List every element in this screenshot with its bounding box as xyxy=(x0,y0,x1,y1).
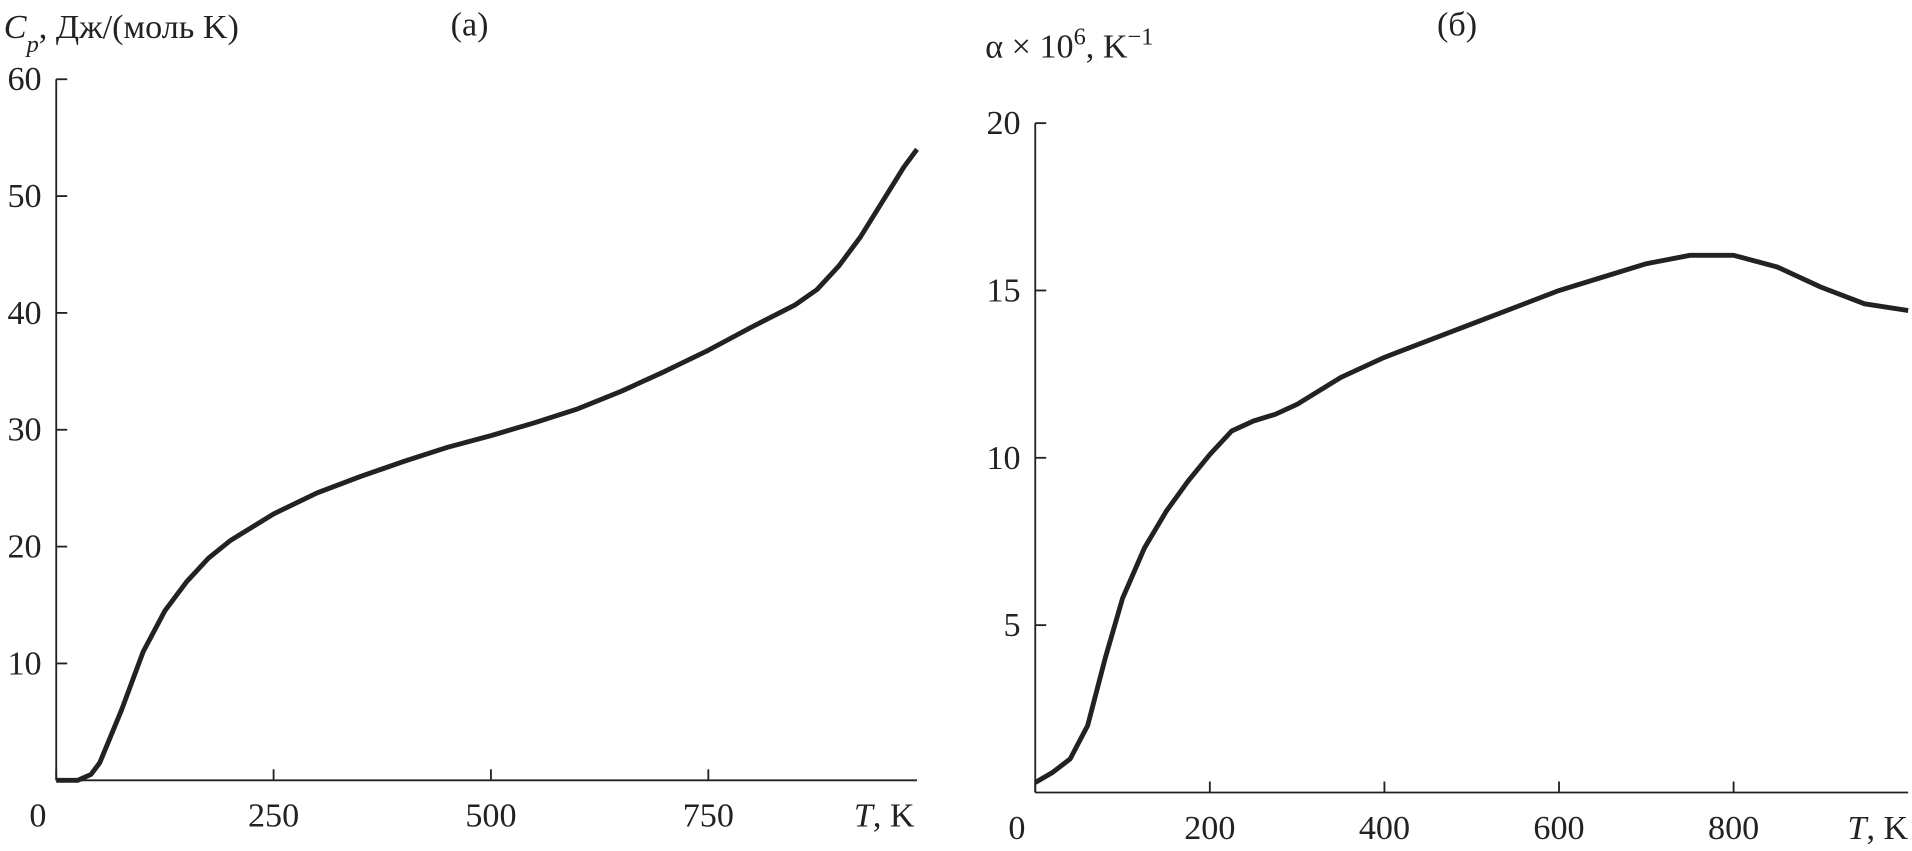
x-axis-label-part: , K xyxy=(873,798,915,835)
y-tick-label: 60 xyxy=(7,61,41,98)
x-tick-label: 600 xyxy=(1533,810,1584,847)
x-tick-label: 400 xyxy=(1359,810,1410,847)
x-tick-label: 500 xyxy=(465,798,516,835)
y-axis-label-part: , Дж/(моль K) xyxy=(39,9,239,46)
x-tick-label: 0 xyxy=(1008,810,1025,847)
y-axis-label-part: −1 xyxy=(1127,23,1153,50)
y-axis-label-part: , K xyxy=(1086,28,1128,65)
y-axis-label-part: C xyxy=(4,9,28,46)
y-tick-label: 50 xyxy=(7,178,41,215)
x-axis-label-part: , K xyxy=(1866,810,1908,847)
y-tick-label: 10 xyxy=(7,645,41,682)
y-axis-label: α × 106, K−1 xyxy=(985,23,1153,65)
y-tick-label: 20 xyxy=(7,529,41,566)
y-tick-label: 40 xyxy=(7,295,41,332)
y-tick-label: 15 xyxy=(986,272,1020,309)
y-tick-label: 20 xyxy=(986,105,1020,142)
y-tick-label: 5 xyxy=(1004,607,1021,644)
y-tick-label: 10 xyxy=(986,440,1020,477)
x-tick-label: 750 xyxy=(683,798,734,835)
y-axis-label-part: p xyxy=(25,30,39,57)
y-axis-label-part: α × 10 xyxy=(985,28,1073,65)
x-axis-label: T, K xyxy=(1847,810,1908,847)
x-axis-label-part: T xyxy=(854,798,875,835)
x-axis-label-part: T xyxy=(1847,810,1868,847)
panel-title: (б) xyxy=(1437,6,1477,43)
y-axis-label-part: 6 xyxy=(1074,23,1086,50)
panel-title: (a) xyxy=(451,6,489,43)
x-tick-label: 250 xyxy=(248,798,299,835)
x-tick-label: 0 xyxy=(29,798,46,835)
y-tick-label: 30 xyxy=(7,412,41,449)
x-tick-label: 800 xyxy=(1708,810,1759,847)
x-axis-label: T, K xyxy=(854,798,915,835)
y-axis-label: Cp, Дж/(моль K) xyxy=(4,9,239,58)
data-line xyxy=(56,147,919,783)
x-tick-label: 200 xyxy=(1184,810,1235,847)
data-line xyxy=(1034,252,1909,785)
